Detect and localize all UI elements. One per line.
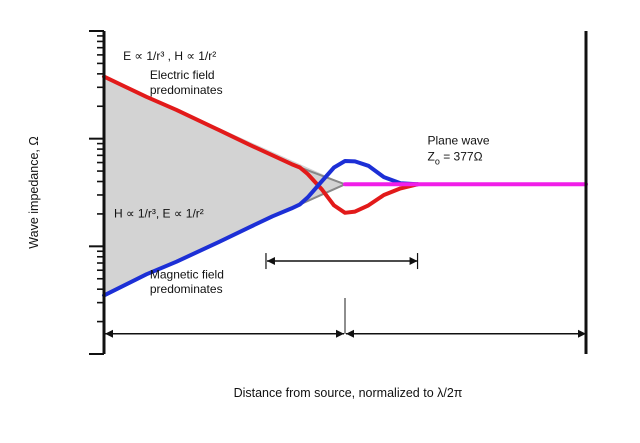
- annotation-plane-2-text: Z: [428, 149, 435, 163]
- annotation-hfield-eq: H ∝ 1/r³, E ∝ 1/r²: [114, 207, 204, 221]
- series-lines: [102, 74, 588, 298]
- region-markers: [105, 253, 586, 338]
- far-region-arrow-left: [346, 329, 354, 338]
- annotation-plane-2: Zo = 377Ω: [428, 149, 483, 166]
- annotation-efield-1: Electric field: [150, 68, 215, 82]
- annotation-hfield-eq-text: H ∝ 1/r³, E ∝ 1/r²: [114, 207, 204, 221]
- near-field-shading: [104, 76, 345, 296]
- asymptote-line-1: [299, 166, 346, 186]
- annotation-plane-2-subscript: o: [435, 156, 440, 166]
- y-axis-title: Wave impedance, Ω: [27, 136, 41, 248]
- annotation-efield-2-text: predominates: [150, 83, 223, 97]
- annotation-hfield-2: predominates: [150, 282, 223, 296]
- asymptote-line-2: [299, 183, 346, 206]
- far-region-arrow-right: [578, 329, 586, 338]
- magnetic-series-line: [102, 159, 420, 298]
- transition-region-arrow-right: [409, 257, 418, 266]
- transition-region-arrow-left: [266, 257, 275, 266]
- asymptote-lines: [299, 166, 346, 206]
- annotation-plane-2-tail: = 377Ω: [440, 149, 483, 163]
- x-axis-title: Distance from source, normalized to λ/2π: [234, 386, 463, 400]
- annotation-efield-2: predominates: [150, 83, 223, 97]
- electric-series-line: [102, 74, 420, 215]
- annotation-plane-1: Plane wave: [428, 134, 490, 148]
- near-region-arrow-left: [105, 329, 113, 338]
- near-field-region: [104, 76, 345, 296]
- annotation-efield-eq: E ∝ 1/r³ , H ∝ 1/r²: [123, 49, 216, 63]
- annotation-efield-1-text: Electric field: [150, 68, 215, 82]
- annotation-plane-1-text: Plane wave: [428, 134, 490, 148]
- annotation-hfield-1-text: Magnetic field: [150, 268, 224, 282]
- annotation-efield-eq-text: E ∝ 1/r³ , H ∝ 1/r²: [123, 49, 216, 63]
- axes: [89, 30, 588, 355]
- near-region-arrow-right: [336, 329, 344, 338]
- annotation-hfield-2-text: predominates: [150, 282, 223, 296]
- annotation-hfield-1: Magnetic field: [150, 268, 224, 282]
